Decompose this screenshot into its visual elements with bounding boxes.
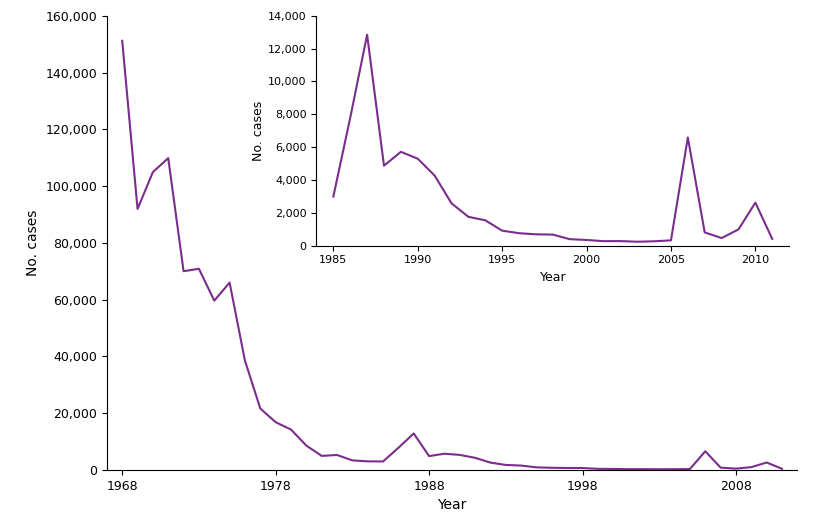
Y-axis label: No. cases: No. cases <box>25 210 39 276</box>
Y-axis label: No. cases: No. cases <box>252 100 266 161</box>
X-axis label: Year: Year <box>539 271 566 284</box>
X-axis label: Year: Year <box>437 498 467 512</box>
